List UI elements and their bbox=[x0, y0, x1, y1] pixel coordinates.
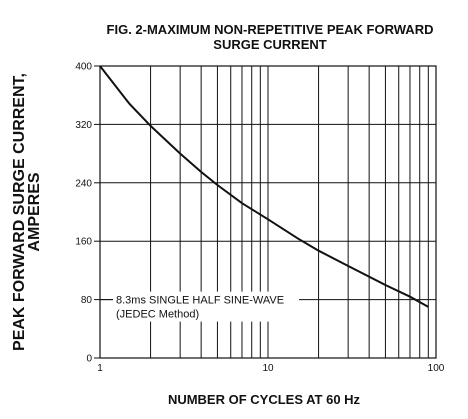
annotation-line1: 8.3ms SINGLE HALF SINE-WAVE bbox=[116, 295, 284, 307]
y-tick-label: 240 bbox=[75, 178, 92, 189]
y-axis-label-line2: AMPERES bbox=[26, 172, 43, 251]
x-axis-label: NUMBER OF CYCLES AT 60 Hz bbox=[168, 392, 361, 407]
annotation-background bbox=[113, 291, 299, 322]
x-tick-label: 1 bbox=[97, 363, 103, 374]
annotation-line2: (JEDEC Method) bbox=[116, 309, 199, 321]
y-tick-label: 0 bbox=[86, 354, 92, 365]
x-tick-label: 100 bbox=[428, 363, 445, 374]
x-tick-label: 10 bbox=[262, 363, 274, 374]
y-tick-label: 320 bbox=[75, 120, 92, 131]
chart-title-line1: FIG. 2-MAXIMUM NON-REPETITIVE PEAK FORWA… bbox=[107, 22, 434, 37]
chart-title-line2: SURGE CURRENT bbox=[213, 37, 326, 52]
grid bbox=[100, 66, 436, 358]
tick-labels: 0 80 160 240 320 400 1 10 100 bbox=[75, 62, 444, 375]
y-tick-label: 400 bbox=[75, 62, 92, 73]
plot-frame bbox=[99, 65, 437, 359]
y-axis-label-line1: PEAK FORWARD SURGE CURRENT, bbox=[11, 73, 28, 351]
y-tick-label: 160 bbox=[75, 237, 92, 248]
series-line bbox=[99, 65, 429, 308]
y-tick-label: 80 bbox=[81, 295, 93, 306]
